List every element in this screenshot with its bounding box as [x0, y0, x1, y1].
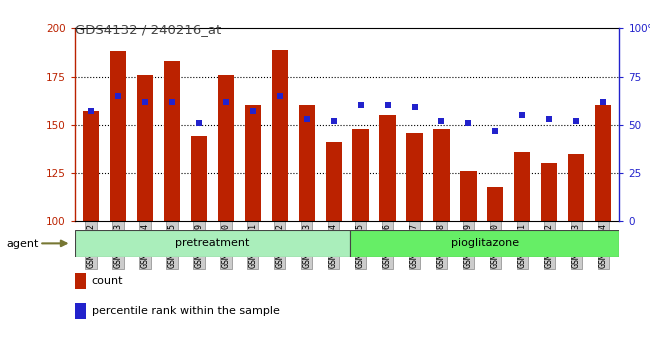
- Text: agent: agent: [6, 239, 39, 249]
- Point: [490, 128, 501, 133]
- Text: GDS4132 / 240216_at: GDS4132 / 240216_at: [75, 23, 221, 36]
- Text: percentile rank within the sample: percentile rank within the sample: [92, 306, 280, 316]
- Bar: [164, 61, 180, 221]
- Bar: [272, 50, 288, 221]
- Text: pretreatment: pretreatment: [175, 238, 250, 249]
- Bar: [352, 129, 369, 221]
- Text: count: count: [92, 275, 123, 286]
- Bar: [190, 136, 207, 221]
- Bar: [218, 75, 234, 221]
- Point: [436, 118, 447, 124]
- Point: [544, 116, 554, 122]
- Point: [86, 108, 96, 114]
- Point: [194, 120, 204, 126]
- Point: [140, 99, 150, 104]
- Bar: [350, 230, 619, 257]
- Point: [302, 116, 312, 122]
- Text: pioglitazone: pioglitazone: [450, 238, 519, 249]
- Point: [328, 118, 339, 124]
- Bar: [488, 187, 504, 221]
- Point: [274, 93, 285, 99]
- Point: [382, 103, 393, 108]
- Bar: [75, 230, 350, 257]
- Point: [220, 99, 231, 104]
- Point: [112, 93, 123, 99]
- Point: [410, 104, 420, 110]
- Bar: [83, 111, 99, 221]
- Bar: [298, 105, 315, 221]
- Bar: [244, 105, 261, 221]
- Bar: [514, 152, 530, 221]
- Bar: [326, 142, 342, 221]
- Point: [598, 99, 608, 104]
- Point: [356, 103, 366, 108]
- Bar: [541, 164, 558, 221]
- Bar: [136, 75, 153, 221]
- Point: [463, 120, 474, 126]
- Bar: [460, 171, 476, 221]
- Bar: [595, 105, 612, 221]
- Bar: [434, 129, 450, 221]
- Bar: [406, 132, 422, 221]
- Point: [517, 112, 528, 118]
- Bar: [110, 51, 126, 221]
- Point: [571, 118, 582, 124]
- Bar: [568, 154, 584, 221]
- Point: [166, 99, 177, 104]
- Bar: [380, 115, 396, 221]
- Point: [248, 108, 258, 114]
